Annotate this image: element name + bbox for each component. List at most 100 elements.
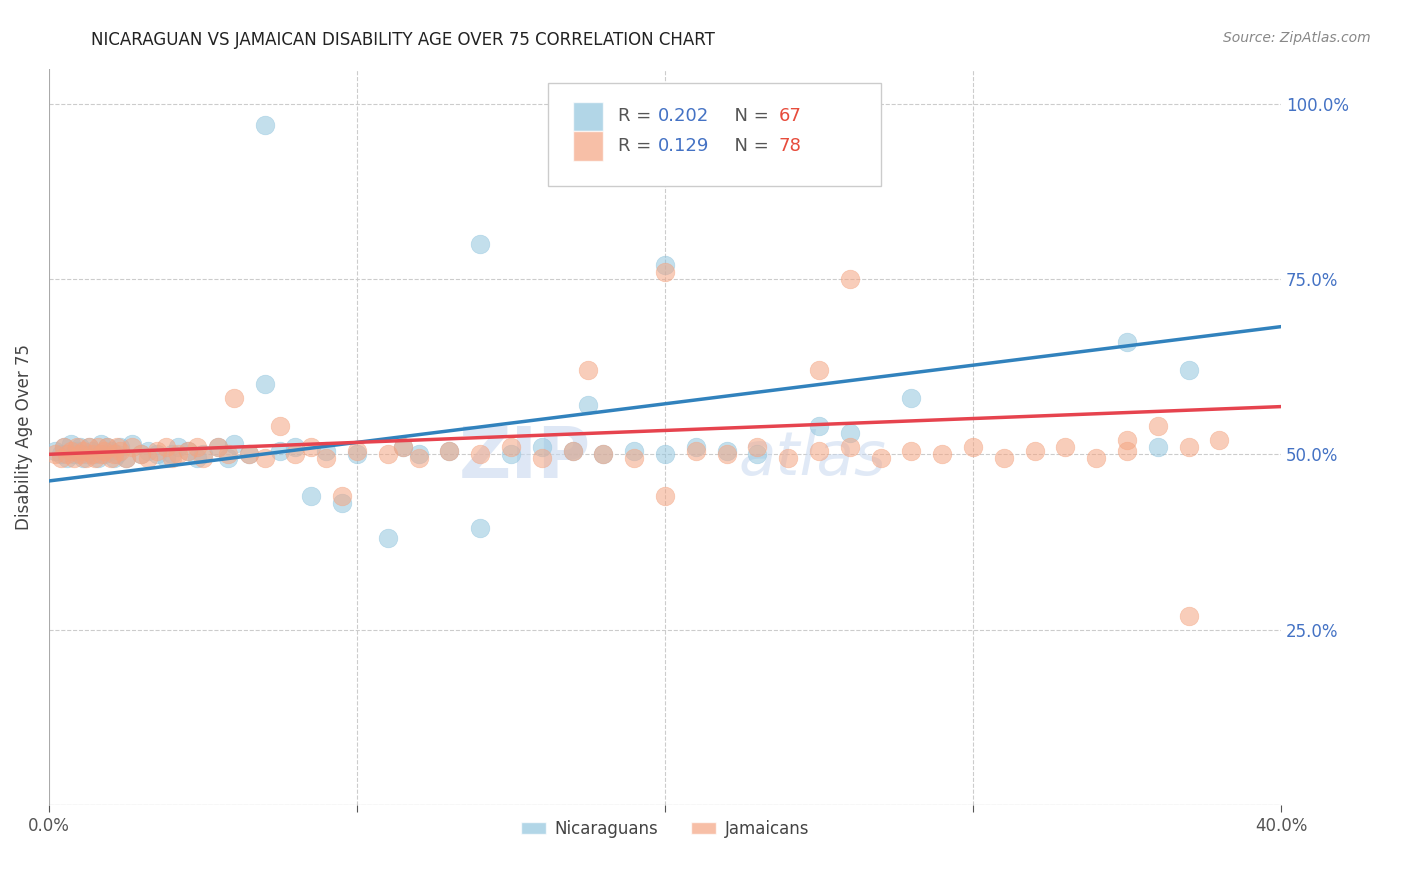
Point	[131, 447, 153, 461]
Point	[62, 447, 84, 461]
Point	[284, 447, 307, 461]
Point	[1177, 363, 1199, 377]
Point	[993, 450, 1015, 465]
Point	[392, 440, 415, 454]
Point	[807, 419, 830, 434]
Point	[592, 447, 614, 461]
Point	[191, 447, 214, 461]
Point	[1024, 443, 1046, 458]
Point	[838, 272, 860, 286]
Point	[176, 443, 198, 458]
Point	[561, 443, 583, 458]
Text: Source: ZipAtlas.com: Source: ZipAtlas.com	[1223, 31, 1371, 45]
Point	[96, 440, 118, 454]
Point	[44, 443, 66, 458]
Point	[207, 440, 229, 454]
Point	[499, 440, 522, 454]
Point	[131, 447, 153, 461]
Point	[408, 447, 430, 461]
Point	[1116, 434, 1139, 448]
Point	[115, 450, 138, 465]
Point	[377, 532, 399, 546]
Text: 0.129: 0.129	[658, 136, 709, 155]
Point	[121, 440, 143, 454]
Point	[176, 443, 198, 458]
Point	[315, 450, 337, 465]
Point	[654, 447, 676, 461]
Point	[51, 447, 73, 461]
Point	[53, 440, 76, 454]
Point	[90, 447, 112, 461]
Point	[217, 447, 239, 461]
Point	[93, 443, 115, 458]
Point	[838, 426, 860, 441]
Point	[84, 450, 107, 465]
Point	[470, 236, 492, 251]
Text: N =: N =	[723, 107, 775, 126]
Point	[121, 437, 143, 451]
Point	[530, 440, 553, 454]
Text: atlas: atlas	[740, 429, 887, 488]
Point	[186, 440, 208, 454]
Point	[87, 440, 110, 454]
Text: R =: R =	[619, 136, 657, 155]
Point	[160, 450, 183, 465]
Point	[186, 450, 208, 465]
Point	[900, 443, 922, 458]
Point	[592, 447, 614, 461]
Legend: Nicaraguans, Jamaicans: Nicaraguans, Jamaicans	[515, 814, 815, 845]
Point	[299, 489, 322, 503]
Point	[59, 437, 82, 451]
Point	[66, 440, 89, 454]
Point	[747, 447, 769, 461]
Point	[623, 443, 645, 458]
Point	[561, 443, 583, 458]
Point	[77, 440, 100, 454]
Point	[56, 450, 79, 465]
Point	[530, 450, 553, 465]
Point	[155, 450, 177, 465]
Point	[207, 440, 229, 454]
Point	[470, 521, 492, 535]
Point	[100, 450, 122, 465]
Point	[146, 447, 169, 461]
Point	[93, 447, 115, 461]
Point	[100, 443, 122, 458]
Point	[72, 443, 94, 458]
Point	[51, 450, 73, 465]
Point	[576, 398, 599, 412]
Point	[87, 450, 110, 465]
Point	[84, 447, 107, 461]
Point	[962, 440, 984, 454]
Point	[1116, 443, 1139, 458]
Point	[238, 447, 260, 461]
Point	[685, 440, 707, 454]
Point	[716, 447, 738, 461]
Text: R =: R =	[619, 107, 657, 126]
Point	[1116, 334, 1139, 349]
Point	[222, 437, 245, 451]
Point	[269, 419, 291, 434]
Point	[160, 447, 183, 461]
Point	[623, 450, 645, 465]
Point	[654, 258, 676, 272]
Point	[1177, 608, 1199, 623]
Point	[900, 391, 922, 405]
Point	[90, 437, 112, 451]
Point	[299, 440, 322, 454]
Point	[238, 447, 260, 461]
Point	[80, 443, 103, 458]
Point	[253, 450, 276, 465]
Point	[108, 440, 131, 454]
Point	[217, 450, 239, 465]
Point	[80, 447, 103, 461]
Point	[75, 447, 97, 461]
Point	[1208, 434, 1230, 448]
Text: 0.202: 0.202	[658, 107, 709, 126]
Point	[253, 377, 276, 392]
Point	[330, 496, 353, 510]
Point	[191, 450, 214, 465]
Point	[115, 450, 138, 465]
Point	[1146, 440, 1168, 454]
Text: 67: 67	[779, 107, 801, 126]
